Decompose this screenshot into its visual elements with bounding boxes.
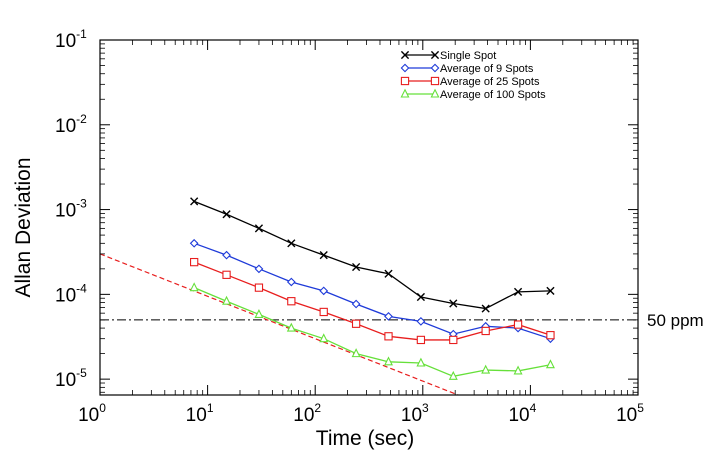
marker-stroke [513, 287, 523, 296]
data-point [254, 308, 264, 318]
data-point [416, 357, 426, 367]
legend-label: Average of 25 Spots [440, 76, 540, 88]
marker-stroke [384, 269, 393, 278]
y-tick-label: 10-5 [55, 366, 87, 391]
annotation-50-ppm: 50 ppm [647, 311, 704, 330]
legend-marker [400, 50, 410, 60]
data-point [190, 197, 199, 206]
marker-stroke [481, 304, 490, 313]
legend-entry: Average of 100 Spots [400, 88, 546, 101]
data-point [481, 326, 490, 336]
x-tick-label: 103 [401, 401, 429, 426]
data-point [319, 333, 329, 343]
data-point [351, 299, 361, 309]
series-line [193, 200, 551, 310]
data-point [189, 238, 199, 248]
data-point [546, 331, 555, 340]
data-point [286, 277, 296, 287]
data-point [481, 304, 490, 313]
series-square [190, 257, 555, 345]
data-point [319, 307, 328, 317]
data-point [416, 335, 426, 345]
data-point [222, 270, 231, 279]
marker-stroke [352, 262, 361, 272]
y-tick-label: 10-2 [55, 112, 87, 137]
legend-label: Average of 9 Spots [440, 63, 534, 75]
legend-marker [400, 76, 410, 86]
y-tick-label: 10-1 [55, 27, 87, 52]
data-point [222, 250, 231, 260]
data-point [545, 359, 555, 369]
legend-label: Single Spot [440, 50, 496, 62]
marker-stroke [430, 50, 440, 60]
marker-stroke [319, 251, 328, 260]
y-tick-label: 10-4 [55, 281, 87, 306]
data-point [319, 286, 329, 296]
data-point [189, 282, 199, 292]
data-point [546, 286, 555, 295]
legend-entry: Average of 25 Spots [400, 76, 540, 88]
legend-marker [430, 63, 440, 73]
data-point [319, 251, 328, 260]
reference-line-slope [100, 253, 460, 395]
x-tick-label: 104 [508, 401, 536, 426]
marker-stroke [287, 239, 296, 248]
data-point [254, 264, 264, 274]
data-point [416, 317, 426, 326]
x-tick-label: 105 [616, 401, 644, 426]
x-tick-label: 101 [186, 401, 214, 426]
data-point [222, 295, 232, 305]
legend-entry: Average of 9 Spots [400, 63, 534, 75]
data-point [222, 210, 231, 219]
data-point [416, 292, 425, 302]
legend-marker [430, 76, 440, 86]
data-point [449, 335, 458, 345]
data-point [384, 356, 393, 366]
data-point [384, 269, 393, 278]
marker-stroke [416, 292, 425, 302]
data-point [513, 365, 523, 375]
data-point [254, 224, 264, 233]
series-x [190, 197, 555, 313]
data-point [287, 239, 296, 248]
data-point [481, 364, 491, 374]
series-line [193, 261, 551, 341]
y-tick-label: 10-3 [55, 197, 87, 222]
data-point [352, 262, 361, 272]
series-triangle [189, 282, 555, 380]
data-point [384, 311, 393, 321]
legend-label: Average of 100 Spots [440, 89, 546, 101]
marker-stroke [400, 50, 410, 60]
data-point [286, 322, 296, 332]
data-point [351, 348, 361, 358]
data-point [190, 257, 199, 267]
legend-marker [430, 50, 440, 60]
plot-frame [99, 39, 639, 396]
data-point [351, 319, 361, 328]
data-point [448, 370, 458, 380]
data-point [449, 299, 458, 308]
marker-stroke [546, 286, 555, 295]
data-point [384, 332, 393, 341]
x-tick-label: 102 [293, 401, 321, 426]
marker-stroke [222, 210, 231, 219]
data-point [254, 283, 264, 292]
x-tick-label: 100 [78, 401, 106, 426]
marker-stroke [449, 299, 458, 308]
x-axis-title: Time (sec) [316, 427, 414, 450]
data-point [513, 320, 523, 329]
data-point [287, 297, 296, 306]
data-point [513, 287, 523, 296]
y-axis-title: Allan Deviation [12, 157, 35, 297]
marker-stroke [254, 224, 264, 233]
legend-marker [430, 88, 440, 98]
series-line [193, 242, 551, 340]
legend-marker [400, 63, 410, 73]
series-diamond [189, 238, 555, 344]
marker-stroke [190, 197, 199, 206]
series-line [193, 287, 551, 377]
legend-marker [400, 88, 410, 98]
legend-entry: Single Spot [400, 50, 496, 62]
